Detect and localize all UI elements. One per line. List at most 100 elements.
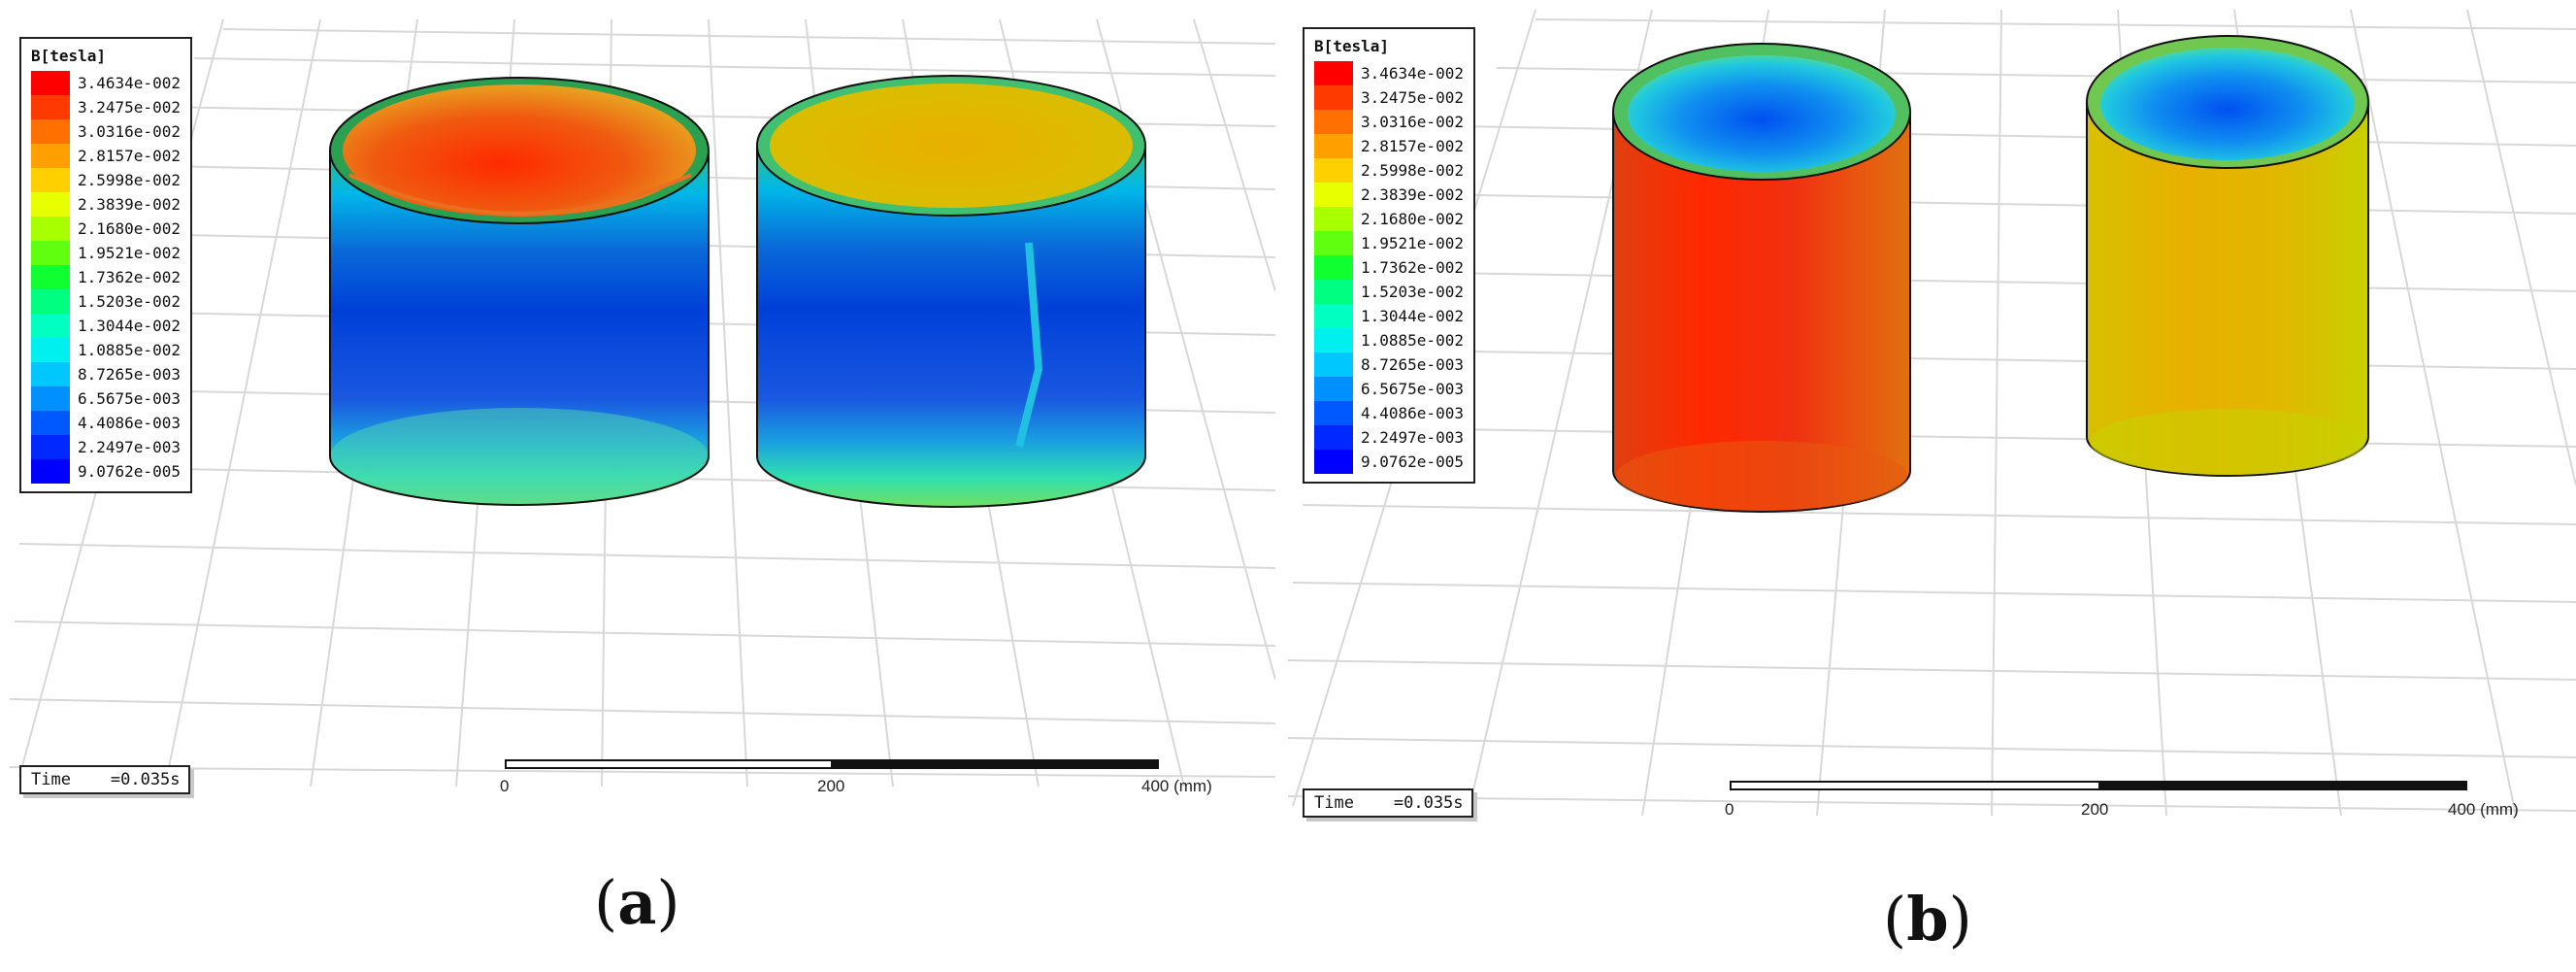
legend-swatch — [1314, 231, 1353, 255]
legend-swatch — [1314, 377, 1353, 401]
legend-entry: 1.5203e-002 — [1314, 280, 1464, 304]
legend-entry: 3.0316e-002 — [31, 119, 181, 144]
legend-swatch — [31, 314, 70, 338]
legend-swatch — [31, 168, 70, 192]
legend-swatch — [31, 241, 70, 265]
legend-label: 3.4634e-002 — [78, 74, 181, 92]
legend-swatch — [31, 265, 70, 289]
legend-entry: 2.8157e-002 — [31, 144, 181, 168]
legend-label: 2.3839e-002 — [1361, 185, 1464, 204]
legend-entry: 3.2475e-002 — [31, 95, 181, 119]
legend-entry: 2.1680e-002 — [31, 217, 181, 241]
legend-entry: 1.3044e-002 — [31, 314, 181, 338]
legend-label: 1.0885e-002 — [1361, 331, 1464, 350]
legend-label: 2.3839e-002 — [78, 195, 181, 214]
legend-label: 2.5998e-002 — [1361, 161, 1464, 180]
legend-swatch — [1314, 158, 1353, 183]
legend-label: 1.7362e-002 — [1361, 258, 1464, 277]
legend-label: 2.8157e-002 — [1361, 137, 1464, 155]
legend-label: 2.1680e-002 — [1361, 210, 1464, 228]
cylinder-b1 — [1612, 43, 1911, 513]
legend-label: 3.2475e-002 — [1361, 88, 1464, 107]
color-legend-b: B[tesla] 3.4634e-002 3.2475e-002 3.0316e-0… — [1303, 27, 1475, 484]
legend-swatch — [31, 95, 70, 119]
scale-tick-400: 400 (mm) — [1141, 777, 1212, 795]
caption-b: (b) — [1883, 884, 1972, 955]
legend-swatch — [31, 119, 70, 144]
legend-entry: 2.2497e-003 — [31, 435, 181, 459]
legend-swatch — [31, 144, 70, 168]
legend-label: 1.7362e-002 — [78, 268, 181, 286]
legend-title: B[tesla] — [1314, 37, 1390, 55]
scale-tick-400: 400 (mm) — [2448, 800, 2519, 819]
scale-tick-200: 200 — [2081, 800, 2109, 819]
legend-swatch — [1314, 255, 1353, 280]
scale-tick-0: 0 — [500, 777, 510, 795]
legend-label: 4.4086e-003 — [78, 414, 181, 432]
legend-label: 1.5203e-002 — [78, 292, 181, 311]
legend-label: 9.0762e-005 — [78, 462, 181, 481]
legend-entry: 3.4634e-002 — [31, 71, 181, 95]
legend-label: 1.9521e-002 — [78, 244, 181, 262]
time-readout-a: Time =0.035s — [19, 765, 190, 794]
scale-tick-0: 0 — [1725, 800, 1734, 819]
legend-label: 2.2497e-003 — [1361, 428, 1464, 447]
legend-swatch — [1314, 207, 1353, 231]
legend-entry: 9.0762e-005 — [31, 459, 181, 484]
legend-label: 9.0762e-005 — [1361, 452, 1464, 471]
legend-entry: 2.3839e-002 — [1314, 183, 1464, 207]
legend-swatch — [1314, 110, 1353, 134]
legend-swatch — [1314, 85, 1353, 110]
legend-label: 8.7265e-003 — [78, 365, 181, 384]
legend-entry: 2.5998e-002 — [31, 168, 181, 192]
legend-entry: 3.2475e-002 — [1314, 85, 1464, 110]
legend-swatch — [1314, 328, 1353, 352]
legend-label: 3.0316e-002 — [78, 122, 181, 141]
scale-bar-b — [1730, 781, 2467, 794]
legend-label: 2.2497e-003 — [78, 438, 181, 456]
legend-swatch — [31, 71, 70, 95]
legend-label: 6.5675e-003 — [1361, 380, 1464, 398]
legend-label: 3.0316e-002 — [1361, 113, 1464, 131]
legend-entry: 1.0885e-002 — [31, 338, 181, 362]
legend-swatch — [1314, 134, 1353, 158]
legend-entry: 8.7265e-003 — [31, 362, 181, 386]
caption-a: (a) — [594, 867, 680, 938]
legend-entry: 1.3044e-002 — [1314, 304, 1464, 328]
time-readout-b: Time =0.035s — [1303, 788, 1473, 818]
legend-entry: 3.4634e-002 — [1314, 61, 1464, 85]
legend-label: 1.3044e-002 — [78, 317, 181, 335]
legend-entry: 2.8157e-002 — [1314, 134, 1464, 158]
legend-label: 1.3044e-002 — [1361, 307, 1464, 325]
legend-swatch — [31, 459, 70, 484]
legend-swatch — [31, 386, 70, 411]
scene-b — [1287, 9, 2576, 817]
cylinder-b2 — [2086, 35, 2369, 477]
color-legend-a: B[tesla] 3.4634e-002 3.2475e-002 3.0316e-0… — [19, 37, 192, 493]
legend-rows: 3.4634e-002 3.2475e-002 3.0316e-002 2.8157e… — [1314, 61, 1464, 474]
legend-entry: 2.3839e-002 — [31, 192, 181, 217]
legend-entry: 2.1680e-002 — [1314, 207, 1464, 231]
scale-bar-black-segment — [2098, 781, 2467, 790]
legend-entry: 4.4086e-003 — [31, 411, 181, 435]
legend-entry: 8.7265e-003 — [1314, 352, 1464, 377]
legend-swatch — [1314, 280, 1353, 304]
legend-label: 8.7265e-003 — [1361, 355, 1464, 374]
legend-swatch — [1314, 183, 1353, 207]
legend-swatch — [1314, 450, 1353, 474]
cylinder-a2 — [756, 75, 1146, 508]
scale-bar-white-segment — [1730, 781, 2100, 790]
legend-title: B[tesla] — [31, 47, 107, 65]
legend-label: 1.5203e-002 — [1361, 283, 1464, 301]
scene-a — [9, 18, 1275, 788]
legend-swatch — [1314, 425, 1353, 450]
legend-swatch — [31, 289, 70, 314]
legend-swatch — [1314, 401, 1353, 425]
legend-entry: 1.5203e-002 — [31, 289, 181, 314]
floor-grid — [1287, 9, 2576, 817]
legend-entry: 1.0885e-002 — [1314, 328, 1464, 352]
legend-label: 2.1680e-002 — [78, 219, 181, 238]
legend-label: 2.5998e-002 — [78, 171, 181, 189]
legend-entry: 9.0762e-005 — [1314, 450, 1464, 474]
legend-label: 2.8157e-002 — [78, 147, 181, 165]
